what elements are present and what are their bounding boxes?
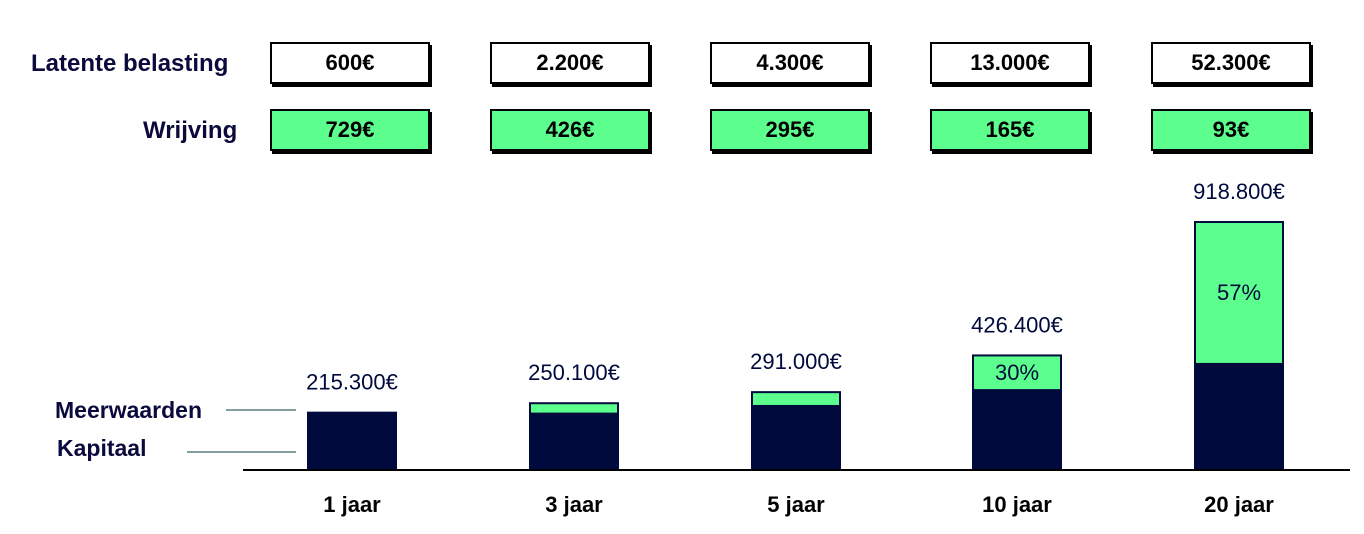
bar-total-label: 250.100€ (528, 360, 620, 385)
latent-tax-label: Latente belasting (31, 50, 229, 77)
bar-total-label: 426.400€ (971, 312, 1063, 337)
gains-percent-label: 30% (995, 360, 1039, 385)
legend-gains-label: Meerwaarden (55, 397, 203, 423)
friction-box: 295€ (710, 109, 870, 151)
latent-tax-box: 2.200€ (490, 42, 650, 84)
x-tick-label: 10 jaar (982, 492, 1052, 517)
bar-gains (751, 391, 841, 407)
bar-capital (1194, 362, 1284, 470)
x-tick-label: 3 jaar (545, 492, 603, 517)
x-tick-label: 1 jaar (323, 492, 381, 517)
friction-label: Wrijving (143, 117, 238, 144)
friction-box: 93€ (1151, 109, 1311, 151)
bar-capital (529, 412, 619, 470)
latent-tax-box: 13.000€ (930, 42, 1090, 84)
bar-gains (1194, 221, 1284, 365)
friction-box: 426€ (490, 109, 650, 151)
legend-capital-label: Kapitaal (57, 435, 147, 461)
latent-tax-box: 600€ (270, 42, 430, 84)
bar-total-label: 215.300€ (306, 370, 398, 395)
bar-gains (972, 354, 1062, 392)
bar-total-label: 291.000€ (750, 349, 842, 374)
latent-tax-box: 52.300€ (1151, 42, 1311, 84)
bar-capital (972, 389, 1062, 470)
bar-total-label: 918.800€ (1193, 179, 1285, 204)
x-tick-label: 20 jaar (1204, 492, 1274, 517)
bar-capital (751, 404, 841, 470)
friction-box: 165€ (930, 109, 1090, 151)
bar-capital (307, 411, 397, 470)
bar-gains (529, 402, 619, 415)
gains-percent-label: 57% (1217, 280, 1261, 305)
friction-box: 729€ (270, 109, 430, 151)
latent-tax-box: 4.300€ (710, 42, 870, 84)
x-tick-label: 5 jaar (767, 492, 825, 517)
